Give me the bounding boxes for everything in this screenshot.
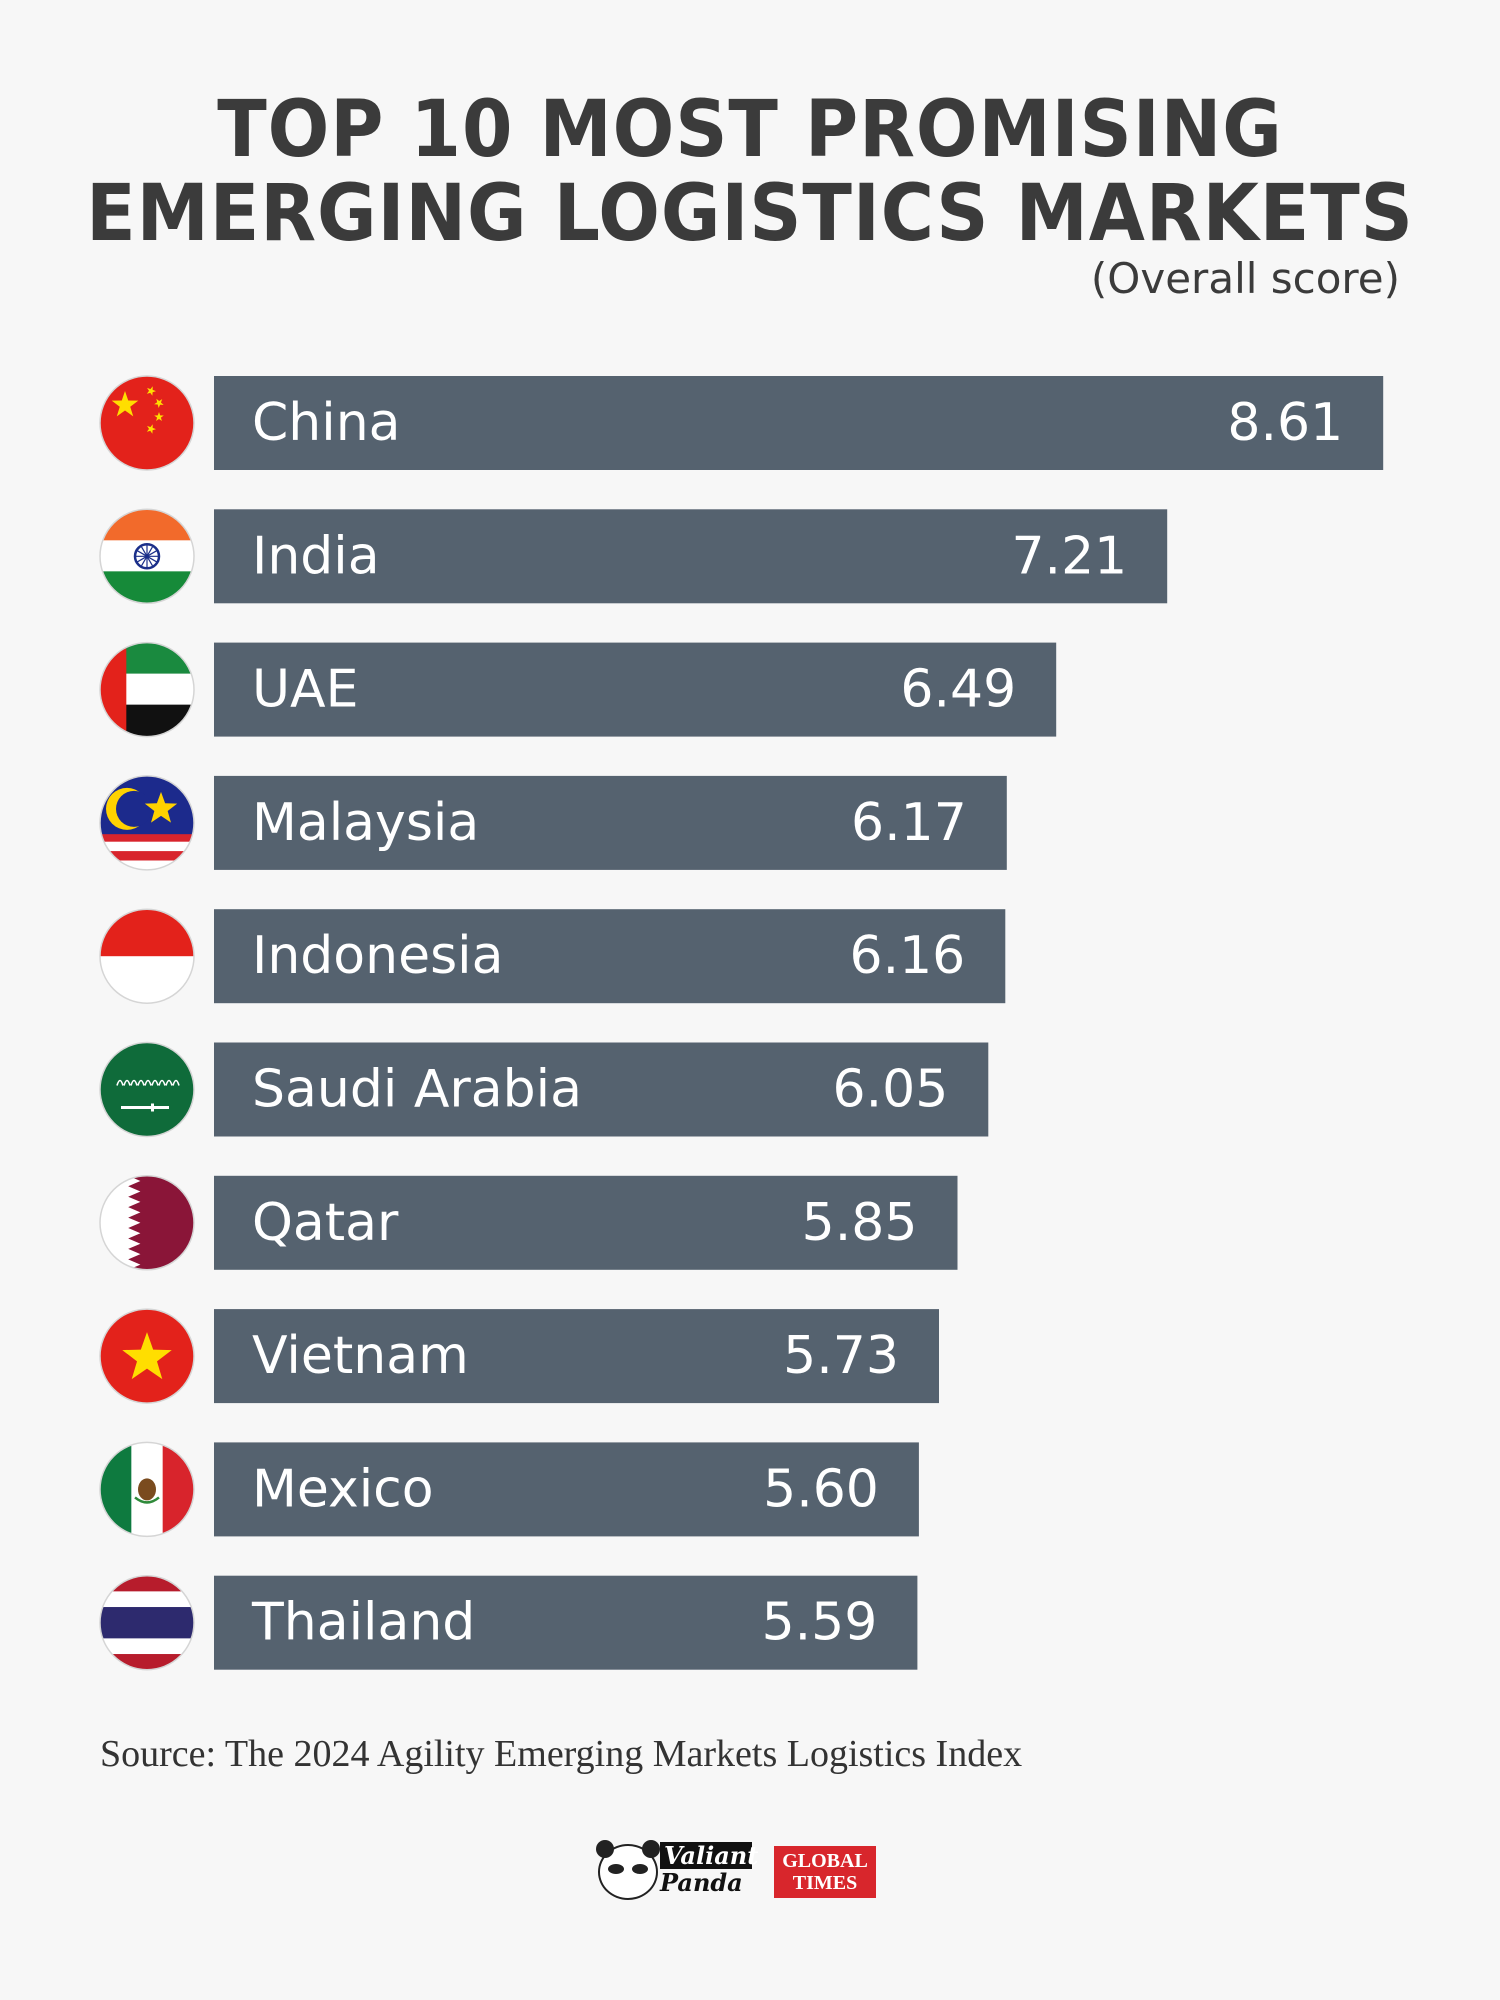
china-flag-icon	[100, 376, 194, 470]
bar-saudi-arabia	[214, 1042, 989, 1137]
category-label: Saudi Arabia	[252, 1060, 582, 1120]
value-label: 5.59	[762, 1593, 878, 1653]
value-label: 6.16	[849, 926, 965, 986]
category-label: Qatar	[252, 1193, 399, 1253]
flag-border	[99, 1308, 195, 1404]
panda-icon	[596, 1840, 660, 1900]
source-note: Source: The 2024 Agility Emerging Market…	[100, 1733, 1023, 1775]
category-label: Vietnam	[252, 1326, 469, 1386]
category-label: UAE	[252, 660, 359, 720]
valiant-panda-wordmark: Valiant Panda	[660, 1841, 759, 1897]
flag-border	[99, 508, 195, 605]
title-line-2: EMERGING LOGISTICS MARKETS	[86, 169, 1414, 259]
vietnam-flag-icon	[100, 1309, 194, 1404]
footer-logos: Valiant Panda GLOBAL TIMES	[596, 1840, 906, 1904]
value-label: 5.73	[783, 1326, 899, 1386]
flag-border	[99, 775, 195, 871]
value-label: 5.85	[802, 1193, 918, 1253]
value-label: 6.17	[851, 793, 967, 853]
value-label: 8.61	[1227, 393, 1343, 453]
bar-india	[214, 509, 1168, 604]
value-label: 6.05	[833, 1060, 949, 1120]
bar-malaysia	[214, 775, 1007, 870]
bar-indonesia	[214, 909, 1006, 1004]
global-times-logo: GLOBAL TIMES	[774, 1846, 876, 1898]
category-label: China	[252, 393, 401, 453]
category-label: India	[252, 526, 380, 586]
flag-border	[99, 1041, 195, 1138]
category-label: Thailand	[251, 1593, 475, 1653]
chart-subtitle: (Overall score)	[1090, 254, 1400, 303]
bar-uae	[214, 642, 1057, 737]
india-flag-icon	[100, 509, 194, 604]
valiant-panda-logo: Valiant Panda	[596, 1840, 759, 1904]
flag-border	[99, 641, 195, 738]
chart-title: TOP 10 MOST PROMISING EMERGING LOGISTICS…	[53, 88, 1448, 256]
bar-qatar	[214, 1175, 958, 1270]
bar-vietnam	[214, 1309, 939, 1404]
category-label: Mexico	[252, 1459, 434, 1519]
saudi-arabia-flag-icon	[100, 1042, 194, 1137]
category-label: Indonesia	[252, 926, 503, 986]
bar-china	[214, 376, 1384, 470]
bar-thailand	[214, 1575, 918, 1670]
value-label: 6.49	[900, 660, 1016, 720]
bar-mexico	[214, 1442, 919, 1537]
value-label: 7.21	[1011, 526, 1127, 586]
flag-border	[99, 908, 195, 1004]
title-line-1: TOP 10 MOST PROMISING	[217, 85, 1283, 175]
value-label: 5.60	[763, 1459, 879, 1519]
flag-border	[99, 375, 195, 471]
flag-border	[99, 1441, 195, 1538]
qatar-flag-icon	[100, 1175, 194, 1270]
flag-border	[99, 1574, 195, 1671]
category-label: Malaysia	[252, 793, 479, 853]
flag-border	[99, 1175, 195, 1271]
